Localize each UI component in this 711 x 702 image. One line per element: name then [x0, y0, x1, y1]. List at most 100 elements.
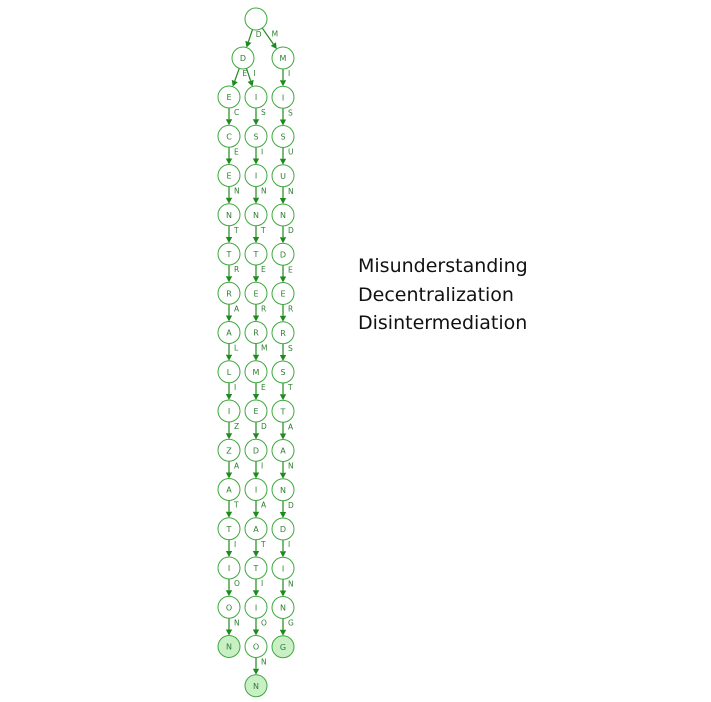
node-decentralization-0: E — [217, 85, 241, 109]
node-circle — [271, 635, 295, 659]
edge-label: R — [288, 305, 293, 314]
edge-label: Z — [234, 422, 239, 431]
node-label: I — [228, 564, 230, 573]
edge-decentralization-3: T — [225, 225, 239, 243]
node-circle — [244, 85, 268, 109]
edge-decentralization-0: C — [225, 108, 239, 126]
node-circle — [244, 595, 268, 619]
node-disintermediation-9: D — [244, 438, 268, 462]
edge-misunderstanding-0: I — [279, 69, 290, 87]
node-circle — [244, 635, 268, 658]
node-circle — [244, 438, 268, 462]
edge-misunderstanding-2: U — [279, 147, 294, 165]
edge-disintermediation-8: D — [252, 422, 267, 440]
node-label: O — [226, 603, 232, 612]
edge-misunderstanding-11: D — [279, 500, 294, 518]
edge-disintermediation-7: E — [252, 382, 266, 400]
node-misunderstanding-10: A — [271, 439, 295, 462]
edge-d-i: I — [245, 68, 256, 87]
arrowhead — [279, 512, 287, 518]
node-misunderstanding-13: I — [271, 556, 295, 580]
arrowhead — [279, 394, 287, 401]
node-circle — [271, 596, 295, 619]
edge-root-m: M — [261, 27, 278, 49]
arrowhead — [252, 433, 260, 440]
arrowhead — [225, 472, 233, 479]
node-circle — [217, 635, 241, 658]
edge-label: E — [242, 69, 247, 78]
node-decentralization-13: O — [217, 595, 241, 619]
arrowhead — [279, 315, 287, 322]
edge-label: N — [261, 658, 267, 667]
edge-misunderstanding-12: I — [279, 540, 290, 558]
node-label: Z — [226, 446, 232, 455]
node-disintermediation-4: T — [244, 242, 268, 266]
edge-misunderstanding-10: N — [279, 461, 294, 479]
node-disintermediation-13: I — [244, 595, 268, 619]
node-label: T — [226, 525, 232, 534]
edge-misunderstanding-13: N — [279, 579, 294, 597]
edge-label: E — [234, 147, 239, 156]
node-label: D — [280, 250, 286, 259]
node-label: I — [255, 93, 257, 102]
node-decentralization-6: A — [217, 321, 241, 344]
node-decentralization-7: L — [217, 360, 241, 384]
edge-label: A — [288, 422, 294, 431]
node-circle — [217, 85, 241, 109]
node-misunderstanding-7: R — [271, 321, 295, 345]
node-circle — [217, 360, 241, 384]
node-label: A — [280, 447, 286, 456]
node-circle — [244, 164, 268, 187]
node-label: U — [280, 172, 286, 181]
node-label: I — [282, 93, 284, 102]
node-disintermediation-8: E — [244, 399, 268, 423]
edge-decentralization-11: I — [225, 539, 236, 557]
arrowhead — [252, 119, 260, 126]
arrowhead — [225, 590, 233, 597]
arrowhead — [270, 42, 277, 49]
node-circle — [217, 478, 241, 501]
edge-label: I — [288, 69, 290, 78]
node-label: N — [280, 211, 286, 220]
edge-misunderstanding-1: S — [279, 108, 293, 126]
node-label: G — [280, 643, 286, 652]
node-circle — [244, 321, 268, 344]
edge-misunderstanding-6: R — [279, 304, 293, 322]
edge-line — [245, 68, 252, 82]
edge-label: M — [272, 29, 278, 38]
node-circle — [244, 124, 268, 148]
node-label: N — [226, 643, 232, 652]
node-label: R — [253, 329, 259, 338]
node-label: D — [253, 446, 259, 455]
arrowhead — [279, 355, 287, 361]
edge-d-e: E — [231, 68, 247, 87]
edge-decentralization-4: R — [225, 265, 239, 283]
edge-decentralization-8: Z — [225, 422, 239, 440]
edge-label: I — [261, 147, 263, 156]
edge-disintermediation-0: S — [252, 108, 266, 126]
edge-disintermediation-5: R — [252, 304, 266, 322]
node-disintermediation-2: I — [244, 164, 268, 187]
edge-label: R — [234, 265, 239, 274]
arrowhead — [279, 80, 287, 87]
node-circle — [271, 439, 295, 462]
edge-decentralization-2: N — [225, 186, 240, 204]
node-misunderstanding-2: S — [271, 125, 295, 148]
node-circle — [217, 595, 241, 619]
node-misunderstanding-1: I — [271, 85, 295, 109]
arrowhead — [252, 511, 260, 518]
node-decentralization-9: Z — [217, 438, 241, 462]
edge-line — [234, 68, 240, 82]
node-label: D — [240, 54, 246, 63]
edge-root-d: D — [245, 29, 262, 48]
arrowhead — [245, 40, 252, 48]
node-label: N — [253, 682, 259, 691]
edge-label: E — [261, 383, 266, 392]
node-label: N — [280, 604, 286, 613]
node-circle — [231, 46, 255, 70]
edge-misunderstanding-7: S — [279, 343, 293, 361]
arrowhead — [225, 315, 233, 322]
node-circle — [244, 556, 268, 580]
arrowhead — [279, 551, 287, 558]
node-label: M — [253, 368, 260, 377]
